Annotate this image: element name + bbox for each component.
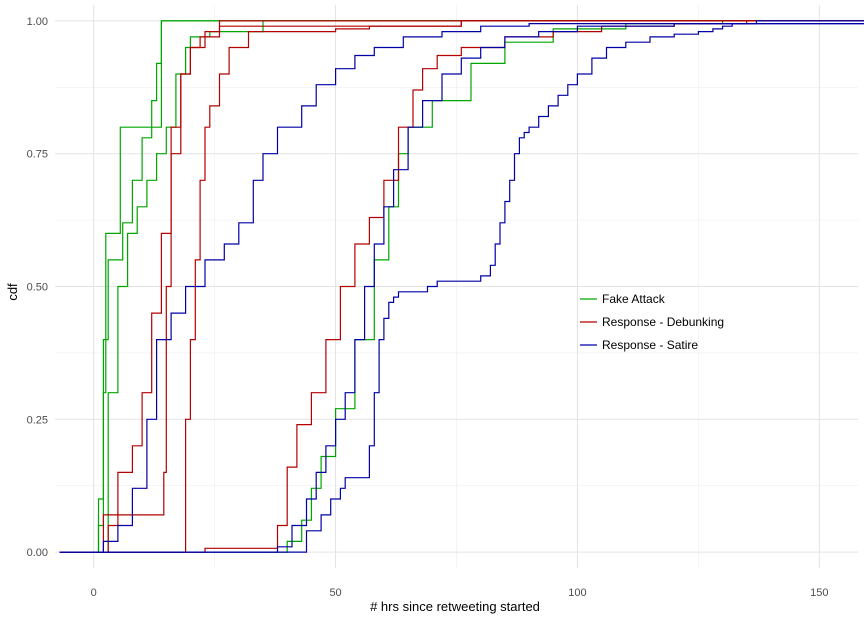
series-line [59, 20, 864, 553]
y-tick-label: 0.50 [27, 282, 48, 294]
series-line [59, 20, 864, 553]
series-line [59, 20, 864, 553]
x-tick-label: 50 [329, 587, 341, 599]
legend-label: Response - Satire [602, 338, 698, 352]
x-tick-label: 150 [810, 587, 828, 599]
series-line [59, 23, 864, 553]
series-line [59, 23, 864, 553]
series-line [59, 20, 864, 553]
series-group [59, 20, 864, 553]
y-tick-label: 0.25 [27, 414, 48, 426]
x-tick-label: 0 [91, 587, 97, 599]
x-tick-label: 100 [568, 587, 586, 599]
axes: 0 50 100 150 0.00 0.25 0.50 0.75 1.00 [27, 16, 829, 599]
series-group [59, 20, 864, 553]
y-axis-title: cdf [5, 283, 20, 301]
legend-label: Response - Debunking [602, 315, 724, 329]
y-tick-label: 0.75 [27, 149, 48, 161]
series-lines [59, 20, 864, 553]
y-tick-label: 1.00 [27, 16, 48, 28]
x-axis-title: # hrs since retweeting started [370, 599, 540, 614]
legend: Fake Attack Response - Debunking Response … [580, 292, 724, 352]
series-line [59, 20, 864, 553]
legend-label: Fake Attack [602, 292, 666, 306]
y-tick-label: 0.00 [27, 547, 48, 559]
